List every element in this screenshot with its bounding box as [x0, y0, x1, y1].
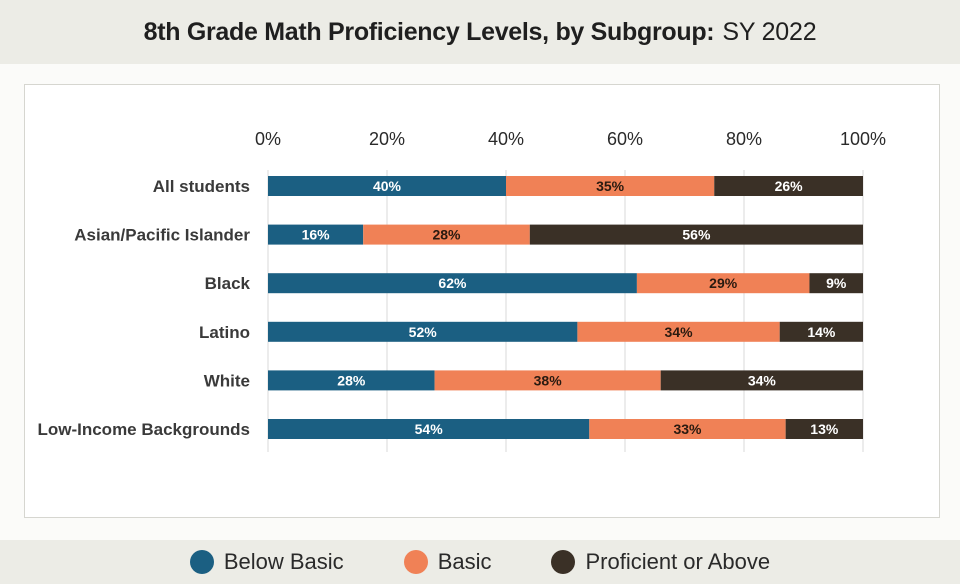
category-label: Latino: [199, 323, 250, 342]
chart-title-year: SY 2022: [722, 17, 817, 46]
data-label: 13%: [810, 421, 839, 437]
data-label: 26%: [775, 178, 804, 194]
category-label: Low-Income Backgrounds: [37, 420, 250, 439]
bar-segment: [785, 419, 863, 439]
data-label: 34%: [665, 324, 694, 340]
legend-item-below-basic: Below Basic: [189, 549, 344, 575]
x-tick-label: 40%: [488, 129, 524, 149]
x-tick-label: 0%: [255, 129, 281, 149]
bar-segment: [268, 370, 435, 391]
data-label: 62%: [438, 275, 467, 291]
data-label: 16%: [302, 227, 331, 243]
bar-segment: [636, 273, 810, 294]
legend-swatch-basic: [403, 550, 428, 574]
bar-segment: [779, 321, 863, 342]
data-label: 28%: [337, 372, 366, 388]
legend-label-proficient: Proficient or Above: [585, 549, 771, 574]
data-label: 28%: [432, 227, 461, 243]
bar-segment: [434, 370, 661, 391]
bar-segment: [660, 370, 863, 391]
x-tick-label: 20%: [369, 129, 405, 149]
bar-segment: [529, 224, 863, 245]
data-label: 29%: [709, 275, 738, 291]
legend-label-basic: Basic: [437, 549, 492, 574]
bar-segment: [714, 176, 863, 196]
legend-swatch-proficient: [551, 550, 576, 574]
x-tick-label: 60%: [607, 129, 643, 149]
data-label: 52%: [409, 324, 438, 340]
legend-swatch-below-basic: [189, 550, 214, 574]
chart-title-main: 8th Grade Math Proficiency Levels, by Su…: [143, 17, 715, 46]
bar-segment: [268, 321, 578, 342]
bar-segment: [363, 224, 530, 245]
bar-segment: [809, 273, 863, 294]
bar-segment: [268, 419, 590, 439]
data-label: 54%: [415, 421, 444, 437]
legend: Below Basic Basic Proficient or Above: [0, 540, 960, 584]
data-label: 34%: [748, 372, 777, 388]
x-tick-label: 100%: [840, 129, 886, 149]
data-label: 35%: [596, 178, 625, 194]
x-tick-label: 80%: [726, 129, 762, 149]
bar-segment: [268, 176, 506, 196]
data-label: 14%: [807, 324, 836, 340]
data-label: 33%: [673, 421, 702, 437]
bar-segment: [589, 419, 786, 439]
category-label: Asian/Pacific Islander: [74, 226, 250, 245]
legend-item-basic: Basic: [403, 549, 492, 575]
bar-segment: [268, 224, 364, 245]
bar-segment: [577, 321, 780, 342]
legend-item-proficient: Proficient or Above: [551, 549, 770, 575]
data-label: 40%: [373, 178, 402, 194]
bar-segment: [268, 273, 637, 294]
data-label: 56%: [682, 227, 711, 243]
chart-panel: [24, 84, 940, 518]
category-label: All students: [153, 177, 250, 196]
data-label: 9%: [826, 275, 847, 291]
category-label: White: [204, 371, 250, 390]
data-label: 38%: [534, 372, 563, 388]
legend-label-below-basic: Below Basic: [223, 549, 344, 574]
bar-segment: [506, 176, 715, 196]
category-label: Black: [205, 274, 251, 293]
chart-title: 8th Grade Math Proficiency Levels, by Su…: [0, 0, 960, 64]
